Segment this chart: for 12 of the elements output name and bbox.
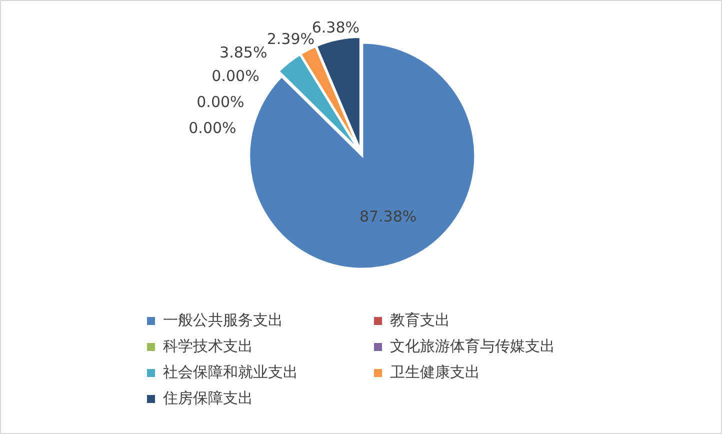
data-label: 3.85% (220, 44, 268, 62)
text: 0.00% (212, 66, 260, 85)
legend-label: 教育支出 (390, 311, 450, 330)
legend-label: 社会保障和就业支出 (163, 363, 298, 382)
text: 0.00% (196, 92, 244, 111)
legend-label: 住房保障支出 (162, 389, 253, 408)
legend-label: 文化旅游体育与传媒支出 (390, 337, 555, 356)
legend-label: 卫生健康支出 (390, 363, 480, 382)
text: 0.00% (188, 118, 236, 137)
legend-label: 一般公共服务支出 (163, 311, 283, 330)
legend-label: 科学技术支出 (163, 337, 253, 356)
data-label: 87.38% (359, 208, 417, 226)
